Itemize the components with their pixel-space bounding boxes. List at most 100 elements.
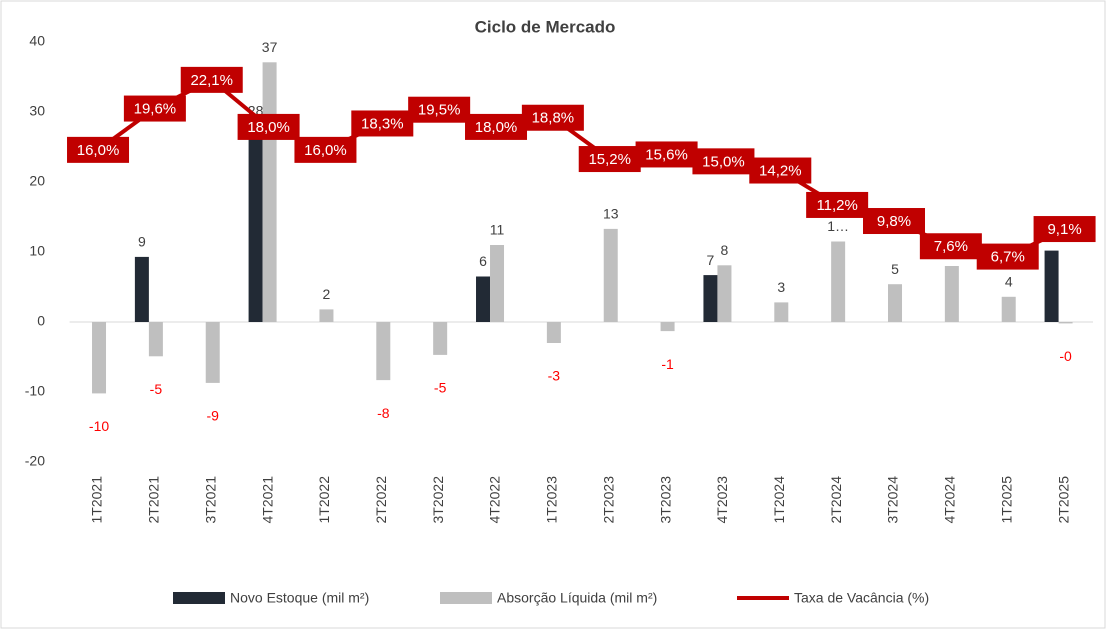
bar xyxy=(831,241,846,322)
data-label: 22,1% xyxy=(190,72,233,89)
data-label: 8 xyxy=(721,242,729,258)
data-label: 9,8% xyxy=(877,213,911,230)
x-tick-label: 1T2022 xyxy=(316,476,332,524)
bar xyxy=(490,245,505,322)
legend-swatch xyxy=(173,592,225,604)
bar xyxy=(660,322,675,332)
chart-title: Ciclo de Mercado xyxy=(475,17,616,36)
data-label: -5 xyxy=(434,380,447,396)
bar xyxy=(376,322,391,381)
data-label: 2 xyxy=(323,286,331,302)
bar xyxy=(546,322,561,343)
data-label: 16,0% xyxy=(304,142,347,159)
data-label-box xyxy=(408,96,471,123)
data-label: 11 xyxy=(490,222,505,238)
y-tick-label: -20 xyxy=(25,453,45,469)
data-label-box xyxy=(351,110,414,137)
data-label: 7 xyxy=(707,252,715,268)
y-tick-label: 10 xyxy=(29,243,45,259)
x-tick-label: 4T2024 xyxy=(942,476,958,524)
data-label: -5 xyxy=(150,381,163,397)
bar xyxy=(1001,296,1016,322)
bar xyxy=(262,62,277,323)
x-tick-label: 2T2022 xyxy=(373,476,389,524)
x-tick-label: 1T2023 xyxy=(544,476,560,524)
x-tick-label: 1T2025 xyxy=(998,476,1014,524)
data-label-box xyxy=(692,148,755,175)
bar xyxy=(148,322,163,357)
data-label: 15,2% xyxy=(588,151,631,168)
x-tick-label: 3T2024 xyxy=(885,476,901,524)
bar xyxy=(319,309,334,322)
x-tick-label: 3T2023 xyxy=(657,476,673,524)
data-label: 16,0% xyxy=(77,142,120,159)
data-label-box xyxy=(237,113,300,140)
data-label-box xyxy=(180,66,243,93)
bar xyxy=(205,322,220,383)
bar xyxy=(944,266,959,322)
data-label: 5 xyxy=(891,261,899,277)
data-label-box xyxy=(465,113,528,140)
data-label-box xyxy=(863,208,926,235)
bar xyxy=(476,276,491,322)
data-label: -9 xyxy=(207,408,220,424)
data-label: 19,6% xyxy=(134,101,177,118)
data-label: 9 xyxy=(138,234,146,250)
bar xyxy=(433,322,448,355)
bar xyxy=(1044,250,1059,322)
data-label: 18,0% xyxy=(247,119,290,136)
x-tick-label: 3T2022 xyxy=(430,476,446,524)
y-tick-label: 30 xyxy=(29,103,45,119)
data-label: 1… xyxy=(827,218,849,234)
data-label: 7,6% xyxy=(934,238,968,255)
data-label-box xyxy=(749,157,812,184)
x-tick-label: 4T2021 xyxy=(259,476,275,524)
x-tick-label: 1T2021 xyxy=(89,476,105,524)
y-tick-label: 20 xyxy=(29,173,45,189)
x-tick-label: 1T2024 xyxy=(771,476,787,524)
data-label-box xyxy=(521,104,584,131)
data-label: 4 xyxy=(1005,274,1013,290)
data-label-box xyxy=(976,243,1039,270)
data-label: -0 xyxy=(1059,348,1072,364)
data-label: 37 xyxy=(262,39,278,55)
x-tick-label: 4T2023 xyxy=(714,476,730,524)
x-tick-label: 2T2021 xyxy=(146,476,162,524)
data-label: 15,0% xyxy=(702,153,745,170)
bar xyxy=(248,126,263,322)
x-tick-label: 3T2021 xyxy=(202,476,218,524)
bar xyxy=(774,302,789,322)
data-label: -1 xyxy=(661,356,674,372)
y-tick-label: 40 xyxy=(29,33,45,49)
data-label: 18,8% xyxy=(532,110,575,127)
legend-label: Absorção Líquida (mil m²) xyxy=(497,590,657,606)
x-tick-label: 2T2024 xyxy=(828,476,844,524)
x-tick-label: 4T2022 xyxy=(487,476,503,524)
x-tick-label: 2T2023 xyxy=(600,476,616,524)
data-label: -8 xyxy=(377,405,390,421)
data-label: -10 xyxy=(89,418,109,434)
data-label: 9,1% xyxy=(1047,221,1081,238)
data-label: 14,2% xyxy=(759,162,802,179)
legend-label: Novo Estoque (mil m²) xyxy=(230,590,369,606)
legend-label: Taxa de Vacância (%) xyxy=(794,590,929,606)
data-label: 6,7% xyxy=(991,249,1025,266)
bar xyxy=(92,322,107,394)
data-label-box xyxy=(806,191,869,218)
data-label: 13 xyxy=(603,206,619,222)
x-tick-label: 2T2025 xyxy=(1055,476,1071,524)
data-label-box xyxy=(123,95,186,122)
bar xyxy=(603,228,618,322)
data-label: 15,6% xyxy=(645,146,688,163)
bar xyxy=(134,256,149,322)
y-tick-label: -10 xyxy=(25,383,45,399)
bar xyxy=(717,265,732,322)
data-label: 3 xyxy=(777,279,785,295)
data-label: 18,3% xyxy=(361,115,404,132)
data-label: -3 xyxy=(548,368,561,384)
data-label-box xyxy=(919,233,982,260)
bar xyxy=(888,284,903,322)
data-label-box xyxy=(67,136,130,163)
bar xyxy=(703,275,718,322)
